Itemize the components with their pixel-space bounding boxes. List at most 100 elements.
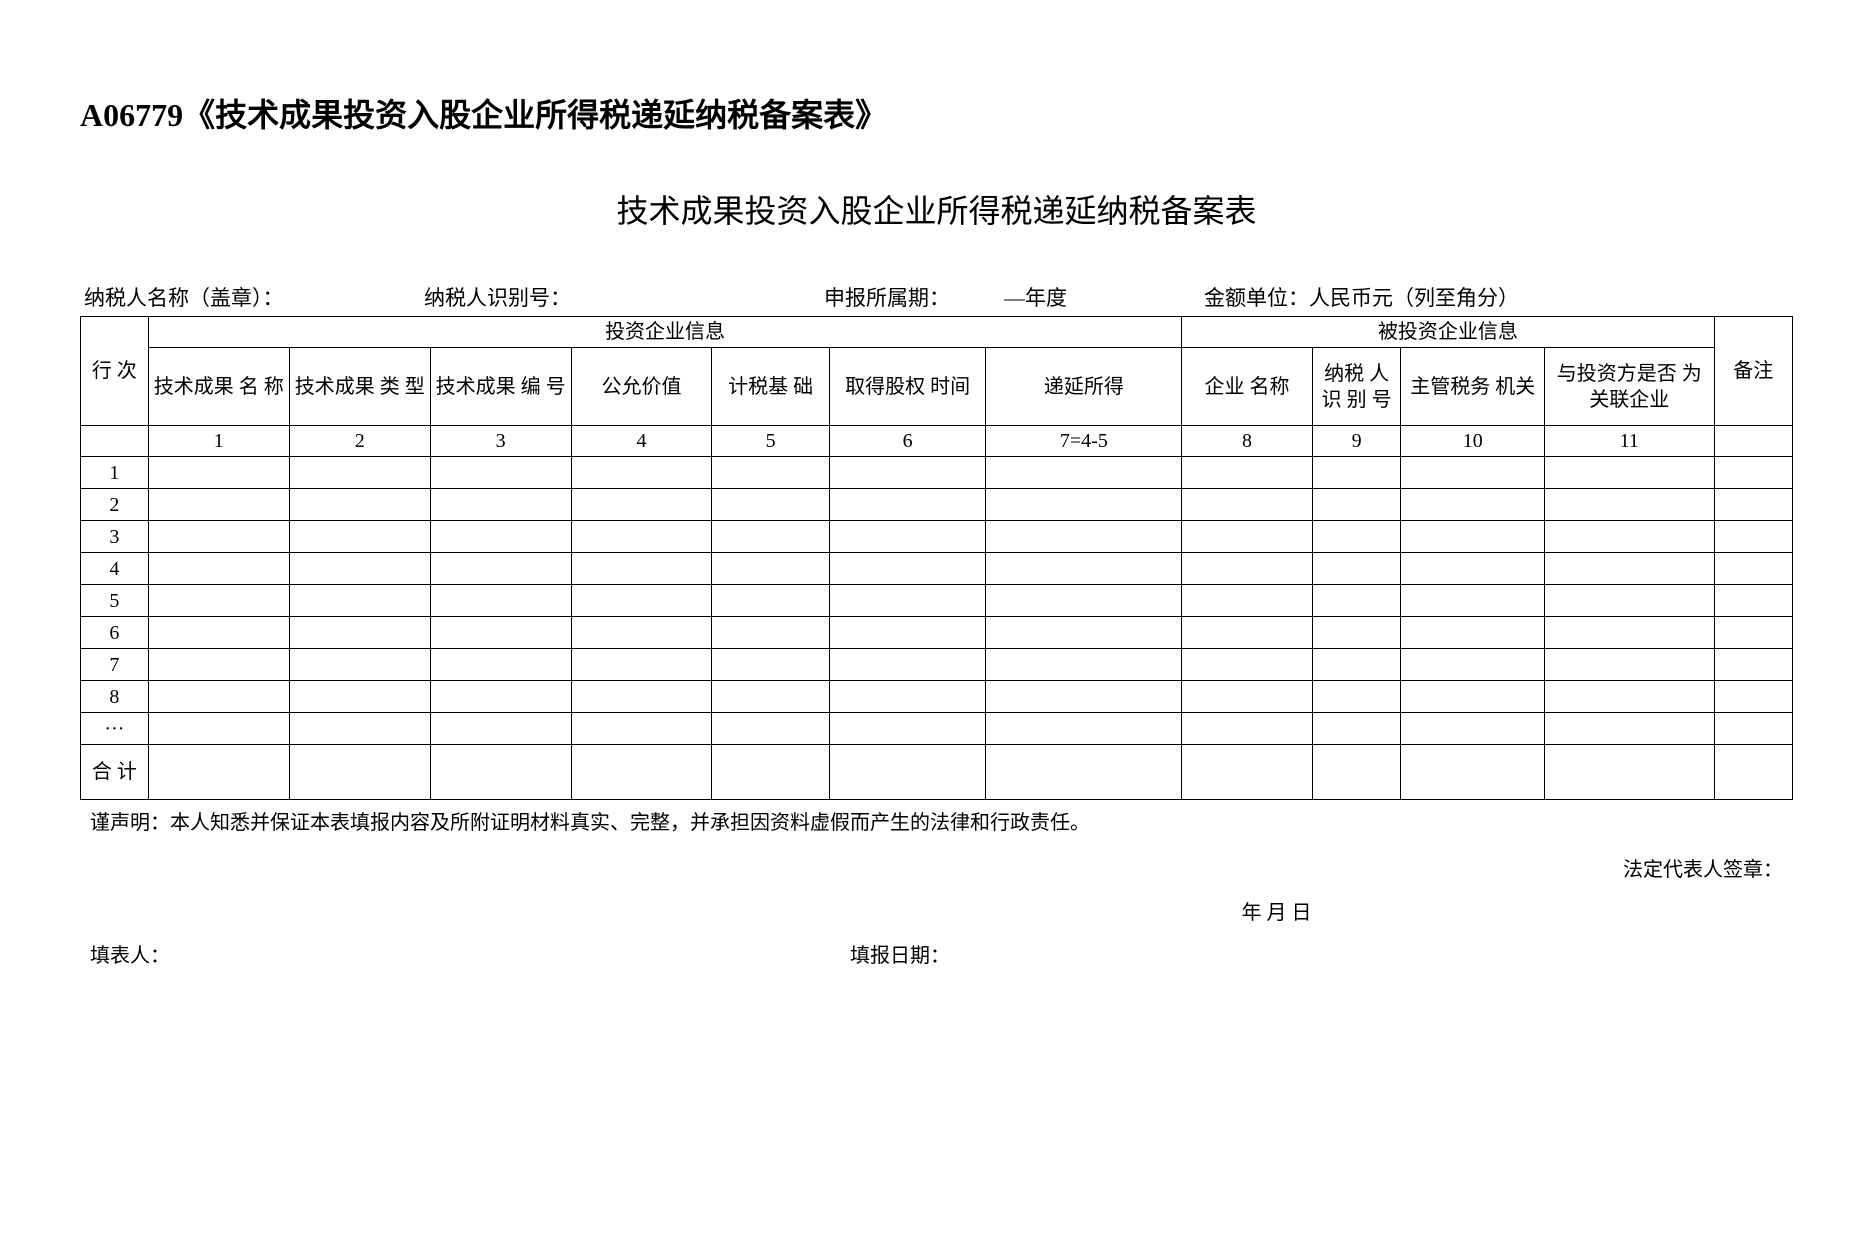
data-cell <box>1182 585 1312 617</box>
info-line: 纳税人名称（盖章）： 纳税人识别号： 申报所属期： —年度 金额单位：人民币元（… <box>80 282 1793 312</box>
data-cell <box>148 745 289 800</box>
data-cell <box>712 617 829 649</box>
data-cell <box>712 681 829 713</box>
data-cell <box>1401 489 1545 521</box>
data-cell <box>829 681 986 713</box>
data-cell <box>1182 617 1312 649</box>
date-placeholder: 年 月 日 <box>80 896 1793 925</box>
data-cell <box>571 713 712 745</box>
data-cell <box>829 457 986 489</box>
row-number: 4 <box>81 553 149 585</box>
data-cell <box>712 553 829 585</box>
data-cell <box>571 457 712 489</box>
data-cell <box>829 585 986 617</box>
empty-cell <box>1714 426 1792 457</box>
data-cell <box>430 521 571 553</box>
col-header: 主管税务 机关 <box>1401 348 1545 426</box>
row-number: ··· <box>81 713 149 745</box>
data-cell <box>289 457 430 489</box>
col-num: 10 <box>1401 426 1545 457</box>
data-cell <box>1714 521 1792 553</box>
data-cell <box>289 489 430 521</box>
col-num: 5 <box>712 426 829 457</box>
data-cell <box>1182 521 1312 553</box>
data-cell <box>1401 681 1545 713</box>
data-cell <box>712 649 829 681</box>
col-header: 与投资方是否 为 关联企业 <box>1544 348 1714 426</box>
data-cell <box>1312 457 1401 489</box>
document-title: A06779《技术成果投资入股企业所得税递延纳税备案表》 <box>80 90 1793 136</box>
data-cell <box>1401 617 1545 649</box>
col-num: 6 <box>829 426 986 457</box>
col-num: 1 <box>148 426 289 457</box>
data-cell <box>430 745 571 800</box>
data-cell <box>1714 553 1792 585</box>
header-group-row: 行 次 投资企业信息 被投资企业信息 备注 <box>81 317 1793 348</box>
data-cell <box>1312 649 1401 681</box>
total-label: 合 计 <box>81 745 149 800</box>
data-cell <box>1714 617 1792 649</box>
data-cell <box>571 617 712 649</box>
row-number: 3 <box>81 521 149 553</box>
period-value: —年度 <box>1004 282 1204 312</box>
row-number: 1 <box>81 457 149 489</box>
table-row: 2 <box>81 489 1793 521</box>
table-row: 1 <box>81 457 1793 489</box>
data-cell <box>289 585 430 617</box>
data-cell <box>1544 521 1714 553</box>
data-cell <box>986 489 1182 521</box>
data-cell <box>712 521 829 553</box>
data-cell <box>1714 745 1792 800</box>
row-header: 行 次 <box>81 317 149 426</box>
data-cell <box>1544 457 1714 489</box>
data-cell <box>148 617 289 649</box>
data-cell <box>148 681 289 713</box>
data-cell <box>430 681 571 713</box>
data-cell <box>1312 521 1401 553</box>
data-cell <box>712 585 829 617</box>
data-cell <box>148 489 289 521</box>
empty-cell <box>81 426 149 457</box>
row-number: 5 <box>81 585 149 617</box>
col-header: 技术成果 类 型 <box>289 348 430 426</box>
data-cell <box>986 713 1182 745</box>
group-investor: 投资企业信息 <box>148 317 1181 348</box>
form-title: 技术成果投资入股企业所得税递延纳税备案表 <box>80 186 1793 232</box>
data-cell <box>1312 553 1401 585</box>
data-cell <box>430 649 571 681</box>
data-cell <box>1312 745 1401 800</box>
data-cell <box>712 457 829 489</box>
data-cell <box>289 681 430 713</box>
data-cell <box>1312 617 1401 649</box>
data-cell <box>571 553 712 585</box>
table-row: ··· <box>81 713 1793 745</box>
amount-unit-label: 金额单位：人民币元（列至角分） <box>1204 282 1789 312</box>
data-cell <box>1544 745 1714 800</box>
data-cell <box>571 745 712 800</box>
table-row: 3 <box>81 521 1793 553</box>
col-header: 技术成果 编 号 <box>430 348 571 426</box>
legal-rep-sign: 法定代表人签章： <box>80 853 1793 882</box>
data-cell <box>430 585 571 617</box>
row-number: 8 <box>81 681 149 713</box>
data-cell <box>1182 553 1312 585</box>
data-cell <box>986 521 1182 553</box>
col-num: 3 <box>430 426 571 457</box>
data-cell <box>1312 585 1401 617</box>
data-cell <box>430 489 571 521</box>
fill-date-label: 填报日期： <box>850 939 1783 968</box>
data-cell <box>1182 713 1312 745</box>
data-cell <box>430 713 571 745</box>
data-cell <box>1714 489 1792 521</box>
col-header: 计税基 础 <box>712 348 829 426</box>
data-cell <box>829 745 986 800</box>
table-row: 6 <box>81 617 1793 649</box>
data-cell <box>986 553 1182 585</box>
data-cell <box>1182 489 1312 521</box>
declaration-text: 谨声明：本人知悉并保证本表填报内容及所附证明材料真实、完整，并承担因资料虚假而产… <box>80 806 1793 835</box>
total-row: 合 计 <box>81 745 1793 800</box>
data-cell <box>148 649 289 681</box>
col-num: 9 <box>1312 426 1401 457</box>
taxpayer-id-label: 纳税人识别号： <box>424 282 824 312</box>
data-cell <box>1312 681 1401 713</box>
